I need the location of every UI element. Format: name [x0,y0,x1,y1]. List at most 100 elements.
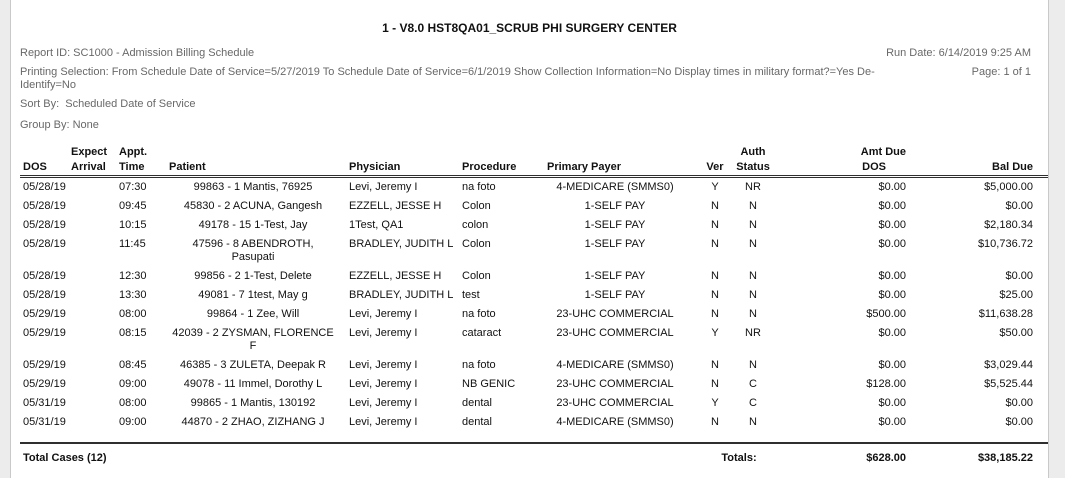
cell-physician: EZZELL, JESSE H [349,200,442,212]
cell-dos: 05/31/19 [23,397,66,409]
cell-amt-due: $0.00 [878,416,906,428]
table-row: 05/28/19 07:30 99863 - 1 Mantis, 76925 Levi… [20,177,1048,198]
sort-by: Sort By: Scheduled Date of Service [20,98,196,110]
cell-ver: N [711,200,719,212]
cell-dos: 05/28/19 [23,219,66,231]
cell-ver: N [711,378,719,390]
cell-dos: 05/28/19 [23,238,66,250]
cell-patient: 45830 - 2 ACUNA, Gangesh [183,200,323,212]
cell-arrival [68,305,116,324]
cell-physician: Levi, Jeremy I [349,416,418,428]
run-date: Run Date: 6/14/2019 9:25 AM [886,47,1031,59]
cell-arrival [68,394,116,413]
cell-auth: C [749,378,757,390]
cell-ver: N [711,308,719,320]
cell-payer: 23-UHC COMMERCIAL [556,378,674,390]
cell-auth: N [749,219,757,231]
table-row: 05/28/19 09:45 45830 - 2 ACUNA, Gangesh EZZ… [20,197,1048,216]
col-header-arrival: Arrival [68,159,116,178]
cell-amt-due: $0.00 [878,181,906,193]
cell-amt-due: $500.00 [866,308,906,320]
col-header-auth: Auth [740,146,766,158]
cell-bal-due: $0.00 [1005,270,1033,282]
cell-amt-due: $0.00 [878,238,906,250]
col-header-amt-due: Amt Due [860,146,906,158]
table-header-top-row: Expect Appt. Auth Amt Due [20,144,1048,159]
cell-bal-due: $2,180.34 [984,219,1033,231]
cell-amt-due: $0.00 [878,359,906,371]
cell-amt-due: $0.00 [878,397,906,409]
cell-payer: 1-SELF PAY [584,219,646,231]
table-row: 05/28/19 11:45 47596 - 8 ABENDROTH, Pasupa… [20,235,1048,267]
cell-bal-due: $5,525.44 [984,378,1033,390]
cell-bal-due: $0.00 [1005,416,1033,428]
col-header-patient: Patient [166,159,346,178]
cell-time: 09:00 [119,378,147,390]
cell-dos: 05/29/19 [23,308,66,320]
cell-arrival [68,177,116,198]
cell-bal-due: $5,000.00 [984,181,1033,193]
cell-dos: 05/28/19 [23,200,66,212]
cell-bal-due: $11,638.28 [978,308,1033,320]
cell-patient: 49178 - 15 1-Test, Jay [198,219,308,231]
page-number: Page: 1 of 1 [971,66,1031,78]
table-row: 05/28/19 13:30 49081 - 7 1test, May g BRADL… [20,286,1048,305]
cell-auth: N [749,416,757,428]
table-row: 05/29/19 08:45 46385 - 3 ZULETA, Deepak R L… [20,356,1048,375]
cell-arrival [68,286,116,305]
cell-time: 11:45 [119,238,146,250]
col-header-expect: Expect [71,146,108,158]
cell-patient: 99856 - 2 1-Test, Delete [194,270,312,282]
cell-patient: 49081 - 7 1test, May g [198,289,308,301]
cell-procedure: na foto [462,308,496,320]
cell-ver: Y [711,327,719,339]
cell-auth: N [749,289,757,301]
cell-time: 07:30 [119,181,147,193]
cell-payer: 1-SELF PAY [584,289,646,301]
printing-selection: Printing Selection: From Schedule Date o… [20,66,875,92]
cell-dos: 05/28/19 [23,270,66,282]
cell-procedure: test [462,289,480,301]
col-header-primary-payer: Primary Payer [544,159,701,178]
cell-arrival [68,216,116,235]
cell-auth: N [749,270,757,282]
table-row: 05/29/19 09:00 49078 - 11 Immel, Dorothy L… [20,375,1048,394]
totals-amt-due: $628.00 [777,442,908,468]
col-header-dos: DOS [20,159,68,178]
cell-amt-due: $0.00 [878,200,906,212]
cell-procedure: NB GENIC [462,378,516,390]
cell-ver: N [711,238,719,250]
cell-patient: 42039 - 2 ZYSMAN, FLORENCE F [172,327,334,352]
cell-auth: NR [745,181,761,193]
table-row: 05/29/19 08:15 42039 - 2 ZYSMAN, FLORENCE … [20,324,1048,356]
cell-physician: BRADLEY, JUDITH L [349,289,454,301]
col-header-amt-due-dos: DOS [777,159,908,178]
totals-label: Totals: [701,442,777,468]
cell-ver: N [711,270,719,282]
col-header-physician: Physician [346,159,459,178]
cell-arrival [68,267,116,286]
col-header-ver: Ver [701,159,729,178]
cell-physician: Levi, Jeremy I [349,397,418,409]
cell-payer: 1-SELF PAY [584,238,646,250]
spacer-row [20,432,1048,443]
cell-bal-due: $25.00 [999,289,1033,301]
table-row: 05/31/19 09:00 44870 - 2 ZHAO, ZIZHANG J Le… [20,413,1048,432]
cell-payer: 4-MEDICARE (SMMS0) [556,181,674,193]
cell-arrival [68,324,116,356]
table-header-row: DOS Arrival Time Patient Physician Proce… [20,159,1048,178]
cell-amt-due: $0.00 [878,219,906,231]
cell-dos: 05/29/19 [23,378,66,390]
cell-amt-due: $0.00 [878,289,906,301]
cell-procedure: Colon [462,238,491,250]
table-row: 05/28/19 10:15 49178 - 15 1-Test, Jay 1Test… [20,216,1048,235]
col-header-appt: Appt. [119,146,148,158]
report-id: Report ID: SC1000 - Admission Billing Sc… [20,47,255,59]
cell-auth: N [749,359,757,371]
cell-ver: N [711,289,719,301]
totals-bal-due: $38,185.22 [908,442,1048,468]
cell-time: 09:00 [119,416,147,428]
cell-physician: Levi, Jeremy I [349,308,418,320]
cell-payer: 23-UHC COMMERCIAL [556,308,674,320]
cell-payer: 4-MEDICARE (SMMS0) [556,416,674,428]
